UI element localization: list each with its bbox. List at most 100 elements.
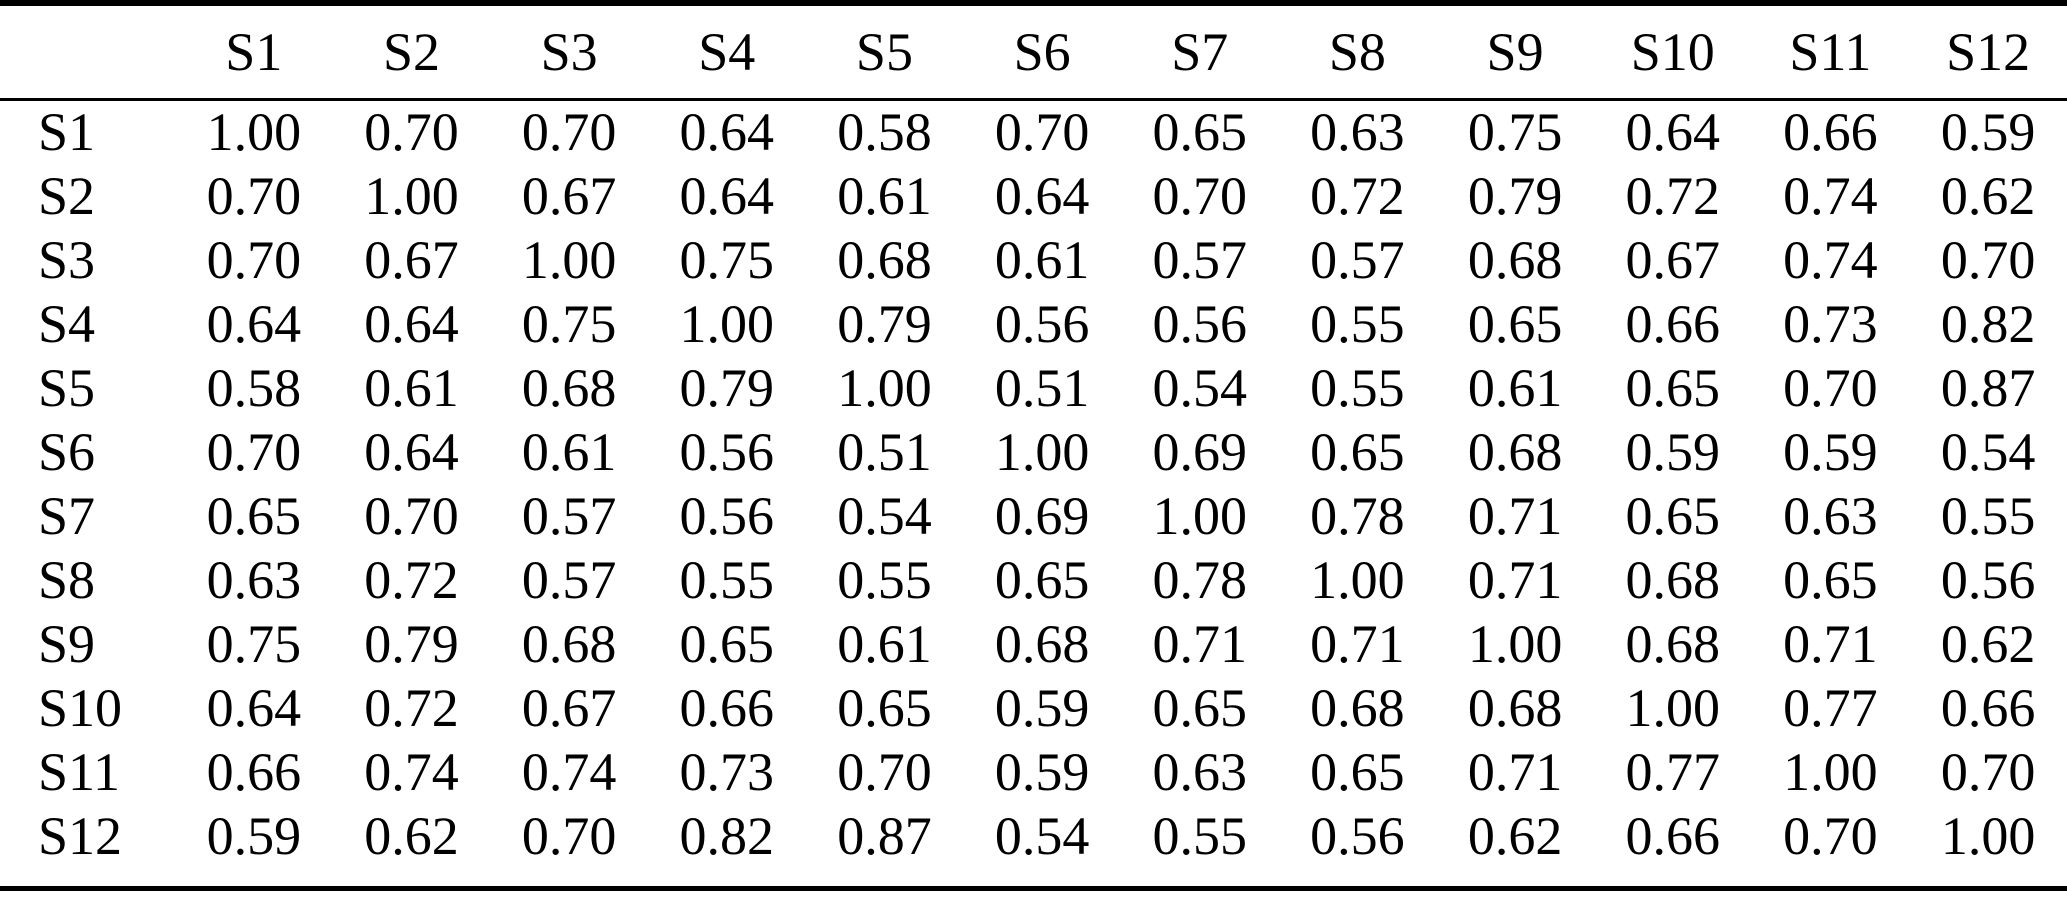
- header-row: S1 S2 S3 S4 S5 S6 S7 S8 S9 S10 S11 S12: [0, 6, 2067, 101]
- table-row: S7 0.65 0.70 0.57 0.56 0.54 0.69 1.00 0.78 0.71 0.…: [0, 484, 2067, 548]
- table-cell: 0.64: [679, 102, 775, 163]
- table-cell: 0.67: [364, 229, 459, 290]
- column-header: S10: [1593, 6, 1752, 101]
- table-row: S11 0.66 0.74 0.74 0.73 0.70 0.59 0.63 0.65 0.71 0…: [0, 740, 2067, 804]
- table-cell: 0.56: [1940, 549, 2036, 610]
- table-cell: 0.72: [364, 677, 459, 738]
- table-cell: 0.59: [1940, 102, 2036, 163]
- table-cell: 0.79: [1467, 165, 1563, 226]
- table-cell: 0.75: [1467, 102, 1563, 163]
- table-cell: 0.55: [1310, 293, 1405, 354]
- row-label: S8: [38, 549, 96, 610]
- column-header: S11: [1751, 6, 1910, 101]
- table-cell: 0.69: [994, 485, 1090, 546]
- table-cell: 0.68: [994, 613, 1090, 674]
- table-cell: 0.72: [1625, 165, 1720, 226]
- table-cell: 0.59: [994, 741, 1090, 802]
- table-cell: 0.71: [1152, 613, 1248, 674]
- table-cell: 0.59: [206, 805, 302, 866]
- table-cell: 0.82: [1940, 293, 2036, 354]
- table-cell: 0.64: [206, 677, 302, 738]
- column-header: S3: [490, 6, 648, 101]
- table-cell: 0.62: [1467, 805, 1563, 866]
- table-cell: 0.65: [1467, 293, 1563, 354]
- table-cell: 0.87: [1940, 357, 2036, 418]
- table-cell: 0.64: [364, 421, 459, 482]
- row-label: S7: [38, 485, 96, 546]
- table-cell: 0.51: [994, 357, 1090, 418]
- table-cell: 0.61: [837, 165, 932, 226]
- table-cell: 0.64: [364, 293, 459, 354]
- table-header: S1 S2 S3 S4 S5 S6 S7 S8 S9 S10 S11 S12: [0, 6, 2067, 101]
- corner-cell: [0, 6, 175, 101]
- table-cell: 0.66: [1625, 293, 1720, 354]
- table-cell: 0.71: [1310, 613, 1405, 674]
- row-label: S4: [38, 293, 96, 354]
- table-cell: 0.63: [1310, 102, 1405, 163]
- row-label: S5: [38, 357, 96, 418]
- table-cell: 0.68: [837, 229, 932, 290]
- table-cell: 0.55: [1940, 485, 2036, 546]
- column-header: S8: [1278, 6, 1437, 101]
- table-body: S1 1.00 0.70 0.70 0.64 0.58 0.70 0.65 0.63 0.75 0.…: [0, 100, 2067, 868]
- table-row: S10 0.64 0.72 0.67 0.66 0.65 0.59 0.65 0.68 0.68 1…: [0, 676, 2067, 740]
- table-row: S9 0.75 0.79 0.68 0.65 0.61 0.68 0.71 0.71 1.00 0.…: [0, 612, 2067, 676]
- table-cell: 0.70: [837, 741, 932, 802]
- table-cell: 0.75: [206, 613, 302, 674]
- table-cell: 0.71: [1467, 485, 1563, 546]
- table-cell: 0.70: [994, 102, 1090, 163]
- table-cell: 0.68: [1625, 549, 1720, 610]
- table-cell: 0.65: [1152, 102, 1248, 163]
- table-cell: 0.55: [1152, 805, 1248, 866]
- table-cell: 0.65: [679, 613, 775, 674]
- table-cell: 0.69: [1152, 421, 1248, 482]
- table-row: S1 1.00 0.70 0.70 0.64 0.58 0.70 0.65 0.63 0.75 0.…: [0, 100, 2067, 164]
- table-cell: 0.67: [521, 165, 617, 226]
- table-cell: 0.70: [206, 165, 302, 226]
- table-cell: 0.55: [1310, 357, 1405, 418]
- table-cell: 0.74: [521, 741, 617, 802]
- table-cell: 0.68: [521, 613, 617, 674]
- table-cell: 0.65: [994, 549, 1090, 610]
- table-cell: 1.00: [206, 102, 302, 163]
- table-cell: 0.61: [521, 421, 617, 482]
- column-header: S5: [805, 6, 964, 101]
- table-cell: 0.57: [521, 485, 617, 546]
- table-cell: 0.72: [1310, 165, 1405, 226]
- table-cell: 0.72: [364, 549, 459, 610]
- table-cell: 0.54: [1152, 357, 1248, 418]
- table-cell: 0.57: [1152, 229, 1248, 290]
- table-cell: 0.78: [1310, 485, 1405, 546]
- table-cell: 0.64: [206, 293, 302, 354]
- table-cell: 0.56: [679, 485, 775, 546]
- table-cell: 0.54: [1940, 421, 2036, 482]
- table-cell: 0.61: [364, 357, 459, 418]
- table-cell: 1.00: [837, 357, 932, 418]
- table-row: S5 0.58 0.61 0.68 0.79 1.00 0.51 0.54 0.55 0.61 0.…: [0, 356, 2067, 420]
- column-header: S1: [175, 6, 333, 101]
- table-cell: 0.70: [1783, 357, 1878, 418]
- table-cell: 1.00: [1152, 485, 1248, 546]
- table-cell: 0.65: [1152, 677, 1248, 738]
- table-cell: 1.00: [1467, 613, 1563, 674]
- table-cell: 0.71: [1783, 613, 1878, 674]
- table-cell: 0.68: [521, 357, 617, 418]
- table-cell: 0.61: [1467, 357, 1563, 418]
- table-cell: 1.00: [521, 229, 617, 290]
- table-cell: 0.64: [994, 165, 1090, 226]
- column-header: S6: [963, 6, 1121, 101]
- table-cell: 0.61: [994, 229, 1090, 290]
- table-cell: 1.00: [1310, 549, 1405, 610]
- table-cell: 1.00: [364, 165, 459, 226]
- table-cell: 0.64: [1625, 102, 1720, 163]
- table-cell: 0.70: [206, 421, 302, 482]
- table-row: S2 0.70 1.00 0.67 0.64 0.61 0.64 0.70 0.72 0.79 0.…: [0, 164, 2067, 228]
- table-cell: 0.63: [1783, 485, 1878, 546]
- table-cell: 0.54: [994, 805, 1090, 866]
- table-cell: 0.70: [364, 485, 459, 546]
- table-row: S3 0.70 0.67 1.00 0.75 0.68 0.61 0.57 0.57 0.68 0.…: [0, 228, 2067, 292]
- table-cell: 0.57: [1310, 229, 1405, 290]
- table-cell: 0.75: [679, 229, 775, 290]
